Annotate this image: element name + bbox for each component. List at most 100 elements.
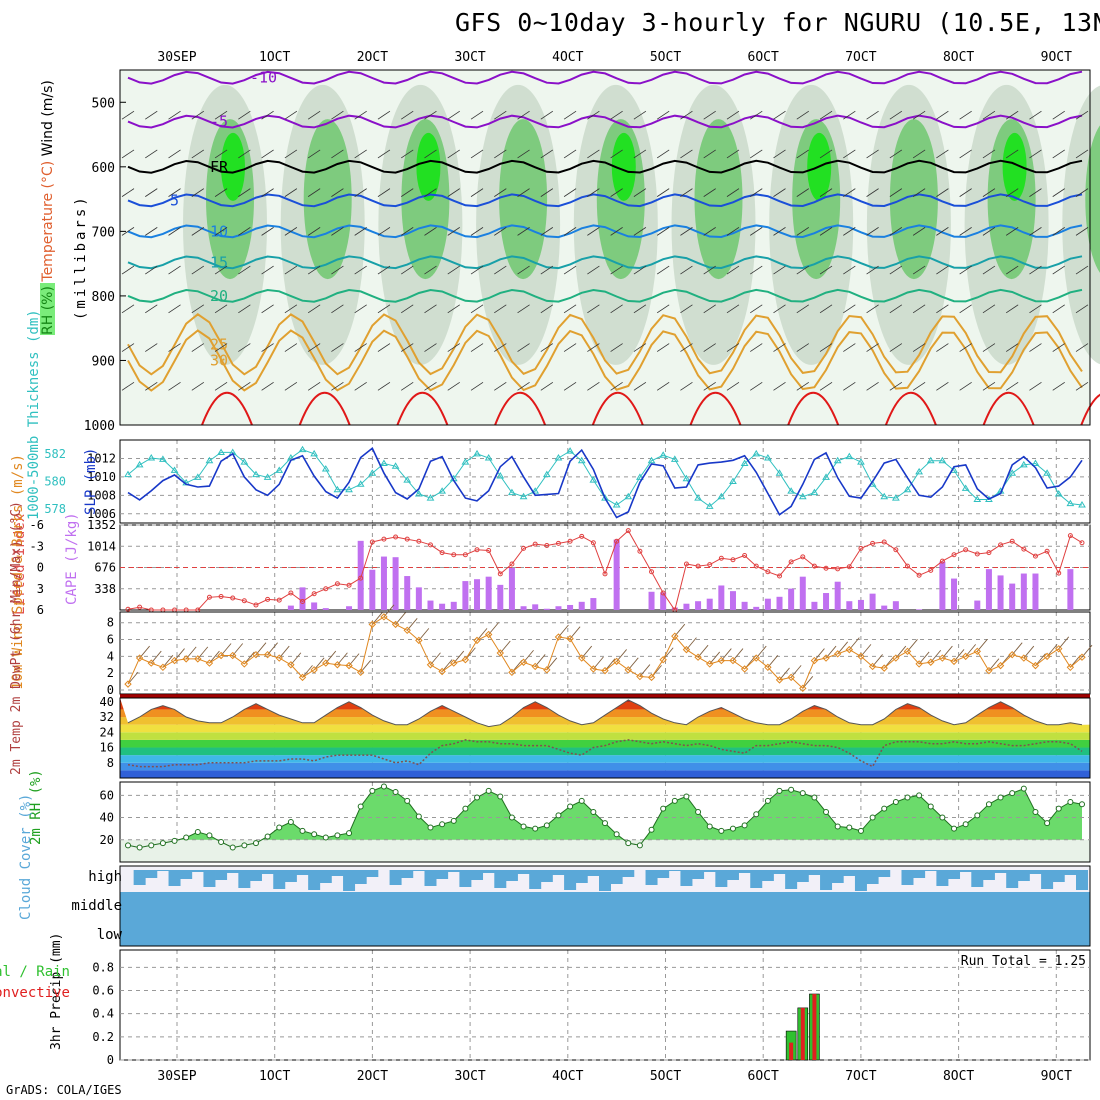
thickness-point [833, 456, 842, 464]
thickness-point [915, 467, 924, 475]
wind-barb [773, 265, 786, 275]
wind-barb [959, 265, 972, 275]
rh-point [776, 787, 783, 794]
wind-barb [447, 188, 460, 197]
wind-barb [261, 265, 274, 275]
rh-point [357, 803, 364, 810]
thickness-point [1043, 469, 1051, 476]
date-tick-bottom: 6OCT [748, 1069, 779, 1084]
wind-label: 10m Wind Speed & Barbs (m/s) [10, 454, 26, 690]
wind-barb [563, 149, 577, 159]
thickness-point [263, 473, 272, 480]
cape-bar [951, 578, 958, 610]
wind-speed-point [322, 659, 330, 667]
wind-speed-point [903, 647, 912, 656]
temperature-band [120, 747, 1090, 756]
cloud-high-bar [552, 870, 565, 875]
date-tick-top: 6OCT [748, 50, 779, 65]
wind-barb [284, 188, 298, 197]
wind-barb [261, 343, 274, 352]
wind-speed-point [985, 666, 993, 675]
cloud-high-bar [343, 870, 356, 891]
precip-tick: 0.4 [92, 1007, 114, 1021]
thickness-point [368, 469, 377, 476]
cloud-high-bar [878, 870, 891, 877]
wind-barb [470, 110, 484, 120]
wind-barb [936, 149, 949, 159]
cloud-high-bar [401, 870, 414, 878]
thickness-point [356, 480, 365, 487]
hot-contour [787, 391, 840, 426]
wind-barb [284, 343, 298, 352]
cloud-high-bar [936, 870, 949, 886]
cape-bar [520, 606, 527, 610]
cloud-high-bar [959, 870, 972, 872]
wind-barb [400, 188, 414, 197]
wind-barb [284, 304, 298, 314]
wind-barb [866, 227, 879, 236]
wind-panel: 0 2 4 6 8 10m Wind Speed & Barbs (m/s) [10, 454, 1093, 697]
wind-barb [1005, 304, 1019, 314]
wind-speed-point [694, 653, 702, 661]
wind-barb [866, 381, 879, 391]
wind-barb [819, 304, 833, 314]
isotherm-line [127, 159, 1083, 174]
wind-speed-point [845, 645, 854, 654]
rh-point [1067, 799, 1074, 805]
wind-barb [633, 381, 647, 391]
wind-barb [191, 227, 205, 236]
thickness-point [740, 459, 749, 467]
rh-point [183, 834, 190, 841]
wind-barb [656, 304, 670, 314]
wind-barb [563, 304, 577, 314]
wind-barb [656, 188, 670, 197]
isotherm-line [127, 70, 1083, 85]
wind-speed-point [1043, 652, 1051, 661]
wind-barb [470, 381, 484, 391]
wind-barb [1052, 343, 1065, 352]
wind-barb [307, 304, 321, 314]
wind-barb [424, 188, 437, 197]
lifted-index-point [358, 575, 364, 581]
li-tick: 6 [37, 603, 44, 617]
wind-barb [145, 304, 158, 314]
lifted-index-point [660, 590, 666, 596]
wind-barb [424, 343, 437, 352]
wind-barb [447, 265, 460, 275]
wind-barb [1005, 149, 1019, 159]
rh-point [532, 825, 539, 832]
cape-bar [613, 539, 620, 610]
wind-barb [726, 265, 740, 275]
thickness-point [193, 473, 202, 480]
pressure-tick: 1000 [84, 419, 115, 434]
wind-speed-point [473, 636, 481, 645]
wind-barb [563, 188, 577, 197]
wind-barb [470, 149, 484, 159]
hot-contour [396, 391, 449, 426]
wind-barb [796, 149, 810, 159]
rh-point [683, 793, 690, 800]
cloud-high-bar [820, 870, 833, 890]
wind-barb [540, 110, 554, 120]
wind-barb [540, 381, 554, 391]
rh-point [380, 783, 387, 790]
thickness-point [705, 502, 714, 509]
wind-speed-point [740, 665, 749, 673]
rh-point [439, 821, 446, 828]
wind-barb [424, 265, 437, 275]
cloud-high-bar [436, 870, 449, 879]
wind-barb [680, 110, 693, 120]
rh-point [1055, 805, 1062, 812]
thickness-point [775, 469, 784, 476]
wind-barb [238, 110, 251, 120]
rh-point [404, 797, 411, 804]
rh-point [299, 827, 306, 834]
cape-bar [311, 602, 318, 610]
cloud-high-bar [226, 870, 239, 873]
rh-point [148, 842, 155, 849]
wind-barb [773, 304, 786, 314]
wind-barb [703, 188, 716, 197]
wind-barb [1075, 381, 1089, 391]
lifted-index-point [253, 602, 259, 608]
wind-barb [750, 149, 763, 159]
